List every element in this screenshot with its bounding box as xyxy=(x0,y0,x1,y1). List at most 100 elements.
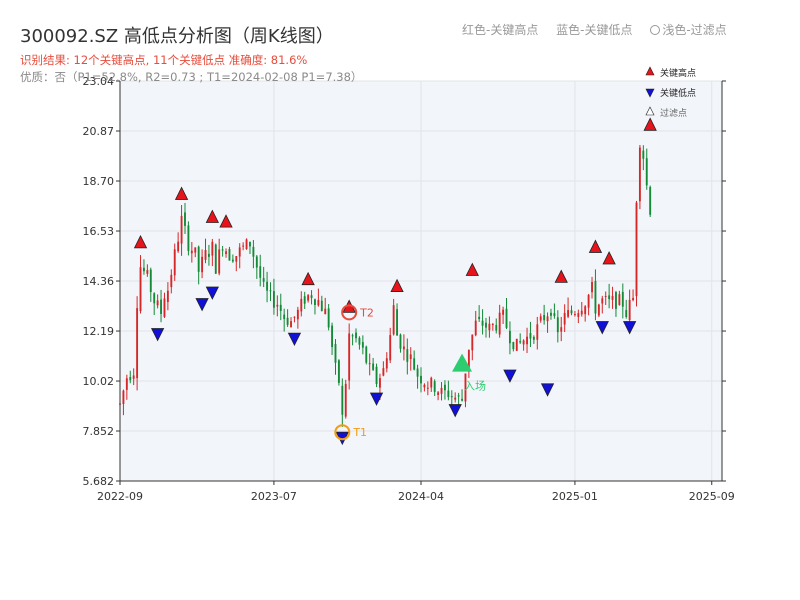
candle-body xyxy=(149,269,152,293)
candle-body xyxy=(201,256,204,273)
candle-body xyxy=(444,384,446,391)
candle-body xyxy=(502,309,505,315)
candle-body xyxy=(235,256,238,262)
candle-body xyxy=(143,267,145,272)
candle-body xyxy=(594,280,597,314)
candle-body xyxy=(160,299,162,314)
candle-body xyxy=(279,304,282,311)
candle-body xyxy=(266,281,269,291)
candle-body xyxy=(437,392,440,395)
candle-body xyxy=(214,244,217,274)
result-summary: 识别结果: 12个关键高点, 11个关键低点 准确度: 81.6% xyxy=(20,53,308,67)
candle-body xyxy=(461,398,463,401)
candle-body xyxy=(628,299,631,321)
candle-body xyxy=(505,308,508,328)
candle-body xyxy=(522,340,525,345)
candle-body xyxy=(396,309,398,336)
candle-body xyxy=(608,295,611,300)
filtered-point-marker xyxy=(452,353,473,372)
candle-body xyxy=(351,335,354,337)
legend-low-icon xyxy=(645,88,655,98)
candle-body xyxy=(447,390,450,398)
ring-icon xyxy=(650,25,661,35)
candle-body xyxy=(587,294,590,308)
candle-body xyxy=(577,313,580,317)
candle-body xyxy=(512,342,515,350)
candle-body xyxy=(645,158,648,186)
key-low-marker xyxy=(448,404,462,418)
candle-body xyxy=(625,309,628,318)
key-high-marker xyxy=(465,262,479,276)
key-low-marker xyxy=(540,383,555,397)
key-high-marker xyxy=(588,239,603,253)
candle-body xyxy=(293,316,296,318)
candle-body xyxy=(276,304,279,307)
y-tick-label: 20.87 xyxy=(83,125,115,138)
candle-body xyxy=(491,324,494,326)
candle-body xyxy=(430,377,433,388)
candle-body xyxy=(553,313,556,317)
top-legend: 红色-关键高点 蓝色-关键低点 浅色-过滤点 xyxy=(462,21,741,38)
candle-body xyxy=(389,335,392,361)
candle-body xyxy=(474,320,477,336)
candle-body xyxy=(283,314,286,320)
candle-body xyxy=(375,366,378,385)
candle-body xyxy=(423,384,426,388)
candle-body xyxy=(440,387,443,394)
candle-body xyxy=(584,306,587,315)
candle-body xyxy=(218,249,221,274)
key-low-marker xyxy=(623,321,637,335)
key-high-marker xyxy=(554,269,568,283)
candle-body xyxy=(426,387,429,389)
turning-point-label: T2 xyxy=(359,306,374,319)
candle-body xyxy=(166,290,169,303)
candle-body xyxy=(204,250,207,260)
candle-body xyxy=(457,395,460,397)
candle-body xyxy=(225,251,227,254)
candle-body xyxy=(317,299,320,306)
candle-body xyxy=(597,304,600,316)
candle-body xyxy=(163,298,166,317)
quality-summary: 优质：否（P1=52.8%, R2=0.73 ; T1=2024-02-08 P… xyxy=(20,70,363,84)
candle-body xyxy=(402,346,405,350)
candle-body xyxy=(207,253,210,257)
key-low-marker xyxy=(503,369,517,383)
candle-body xyxy=(173,249,176,276)
candle-body xyxy=(153,293,156,304)
candle-body xyxy=(272,291,275,308)
candle-body xyxy=(197,246,200,272)
legend-filtered-icon xyxy=(645,106,655,116)
candle-body xyxy=(526,336,528,345)
key-low-marker xyxy=(195,298,209,312)
candle-body xyxy=(286,317,289,325)
key-high-marker xyxy=(602,251,616,265)
candle-body xyxy=(550,312,552,316)
y-tick-label: 7.852 xyxy=(83,425,115,438)
candle-body xyxy=(573,314,576,316)
candle-body xyxy=(337,360,340,383)
key-low-marker xyxy=(595,321,609,335)
key-low-marker xyxy=(287,332,302,346)
candle-body xyxy=(532,336,535,340)
key-high-marker xyxy=(174,186,189,200)
candle-body xyxy=(615,292,617,309)
key-high-marker xyxy=(133,234,148,249)
candle-body xyxy=(591,281,593,293)
candle-body xyxy=(331,325,334,348)
candle-body xyxy=(344,383,347,417)
candle-body xyxy=(324,308,327,315)
y-tick-label: 23.04 xyxy=(83,75,115,88)
candle-body xyxy=(543,314,546,321)
candle-body xyxy=(495,325,498,331)
turning-point-circle xyxy=(334,424,351,441)
candle-body xyxy=(580,310,583,315)
y-tick-label: 14.36 xyxy=(83,275,115,288)
candle-body xyxy=(314,299,316,306)
candle-body xyxy=(618,294,621,305)
candle-body xyxy=(358,337,361,345)
y-tick-label: 10.02 xyxy=(83,375,115,388)
candle-body xyxy=(567,310,570,317)
candle-body xyxy=(190,250,193,254)
candle-body xyxy=(262,278,265,282)
legend-red-label: 红色-关键高点 xyxy=(462,23,539,37)
